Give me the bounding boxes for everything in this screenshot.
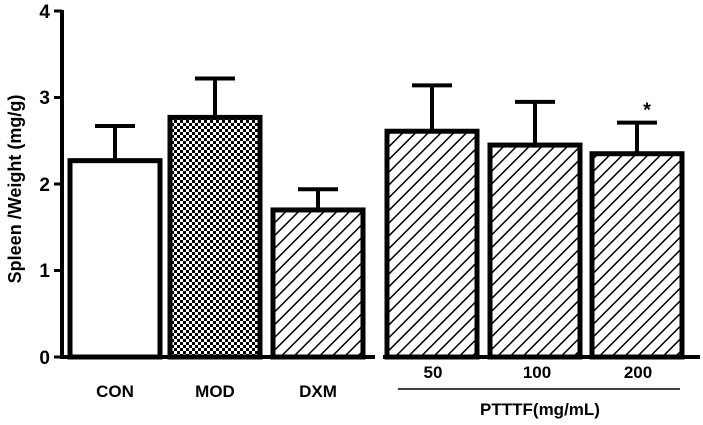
group-label: PTTTF(mg/mL)	[480, 400, 600, 419]
y-tick-label: 4	[39, 2, 50, 23]
bar	[167, 114, 263, 360]
bar	[384, 128, 480, 360]
bars-group: *	[67, 76, 685, 360]
y-tick-label: 1	[39, 261, 50, 282]
bar	[589, 151, 685, 360]
category-label-dxm: DXM	[299, 382, 337, 401]
category-label-200: 200	[624, 363, 652, 382]
y-tick-label: 3	[39, 88, 50, 109]
significance-mark: *	[643, 100, 651, 122]
bar	[67, 158, 163, 360]
bar	[270, 207, 366, 360]
category-label-con: CON	[96, 382, 134, 401]
y-axis-label: Spleen /Weight (mg/g)	[5, 95, 25, 284]
category-label-100: 100	[523, 363, 551, 382]
category-label-50: 50	[424, 363, 443, 382]
y-ticks: 0 1 2 3 4	[39, 2, 62, 369]
y-tick-label: 2	[39, 175, 50, 196]
bar	[487, 142, 583, 360]
category-label-mod: MOD	[195, 382, 235, 401]
y-tick-label: 0	[39, 348, 50, 369]
